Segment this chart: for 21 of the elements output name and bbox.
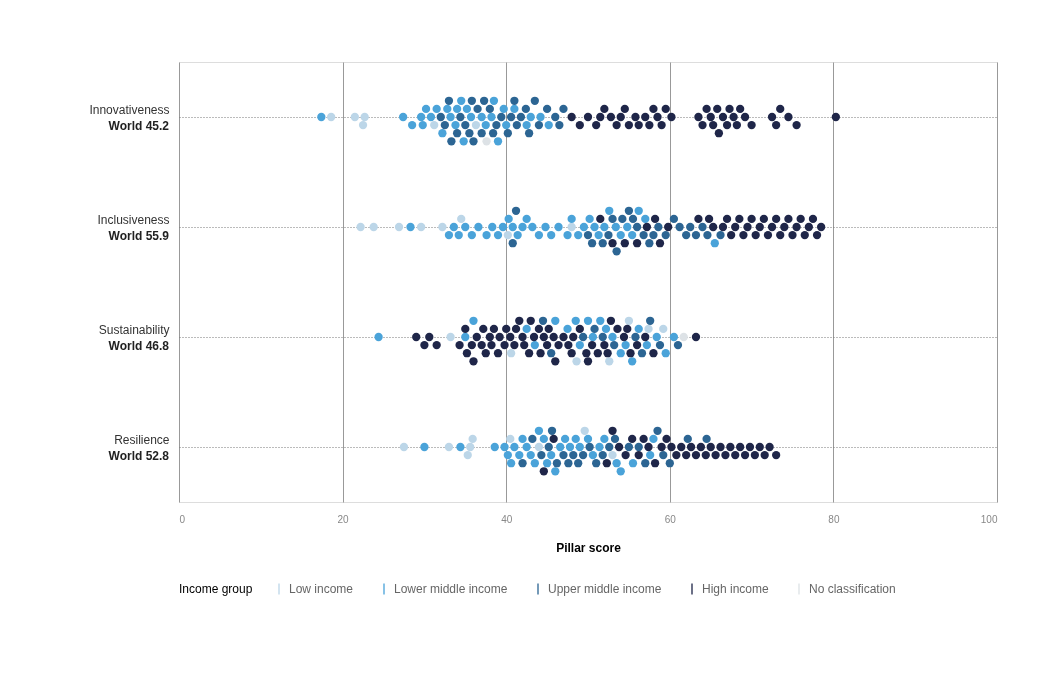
y-tick-label: Sustainability	[98, 322, 170, 337]
x-tick-label: 20	[337, 513, 350, 525]
y-tick-label: Innovativeness	[89, 102, 170, 117]
legend-label: Lower middle income	[394, 582, 508, 596]
legend-label: Upper middle income	[548, 582, 662, 596]
y-tick-label: Resilience	[114, 432, 170, 447]
x-tick-label: 0	[179, 513, 186, 525]
legend-label: No classification	[809, 582, 896, 596]
legend-label: High income	[702, 582, 770, 596]
text: World 45.2	[108, 119, 170, 133]
x-tick-label: 60	[664, 513, 677, 525]
x-tick-label: 100	[980, 513, 998, 525]
y-tick-label: Inclusiveness	[97, 212, 170, 227]
x-tick-label: 40	[501, 513, 513, 525]
legend-title: Income group	[179, 582, 253, 596]
x-tick-label: 80	[828, 513, 840, 525]
text: World 52.8	[108, 449, 170, 463]
legend-label: Low income	[289, 582, 354, 596]
x-axis-title: Pillar score	[556, 540, 622, 555]
text: World 55.9	[108, 229, 170, 243]
text: World 46.8	[108, 339, 170, 353]
